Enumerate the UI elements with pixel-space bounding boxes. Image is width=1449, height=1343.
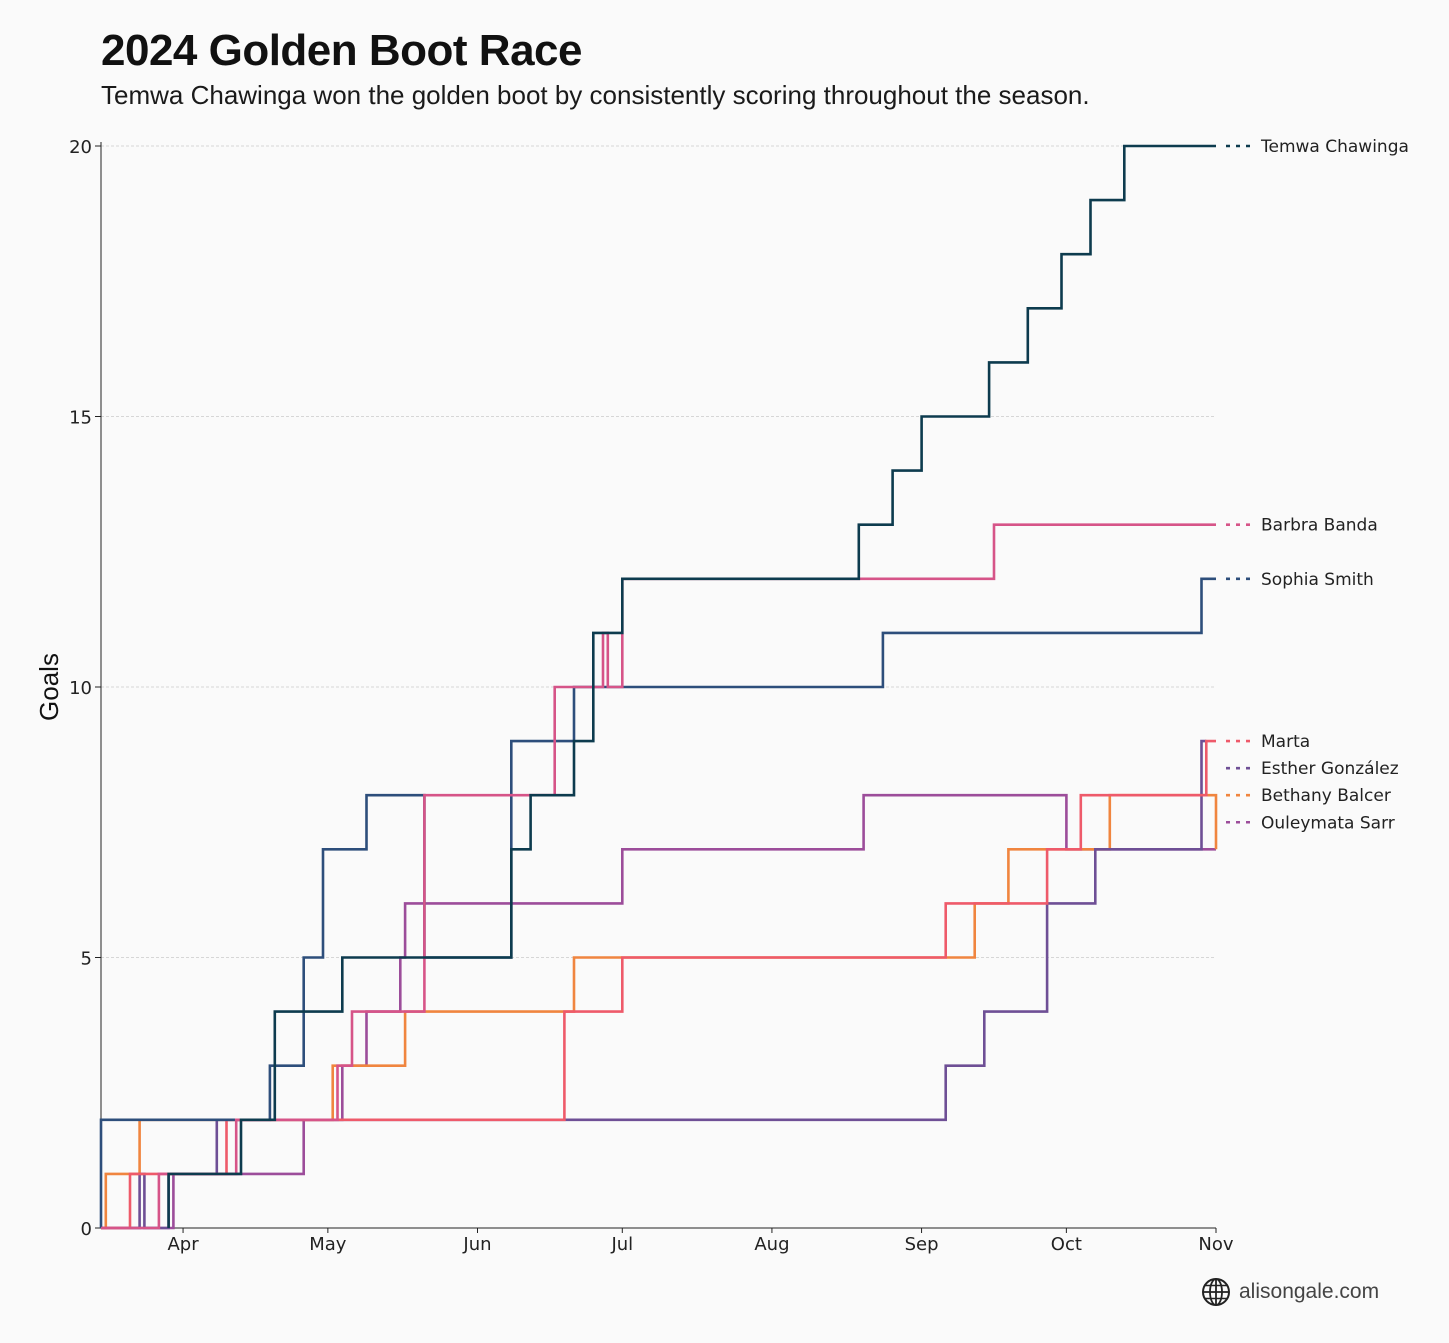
legend-label: Bethany Balcer	[1261, 786, 1391, 806]
chart-subtitle: Temwa Chawinga won the golden boot by co…	[101, 80, 1090, 110]
end-labels: Temwa Chawinga Barbra Banda Sophia Smith Ma…	[1226, 137, 1409, 833]
legend-label: Sophia Smith	[1261, 570, 1374, 590]
series-line	[101, 739, 1216, 1230]
x-tick-label: Jul	[610, 1234, 633, 1255]
series-line	[101, 793, 1218, 1230]
series-line	[101, 739, 1207, 1230]
credit-text: alisongale.com	[1239, 1280, 1380, 1303]
x-tick-label: May	[309, 1234, 347, 1255]
globe-icon	[1202, 1278, 1230, 1306]
credit[interactable]: alisongale.com	[1201, 1277, 1379, 1307]
y-tick-label: 10	[69, 678, 92, 699]
series-line	[101, 793, 1216, 1230]
legend-label: Esther González	[1261, 759, 1399, 779]
series-line	[99, 577, 1216, 1228]
y-tick-label: 15	[69, 408, 92, 429]
x-tick-label: Apr	[167, 1234, 199, 1255]
legend-label: Temwa Chawinga	[1260, 137, 1409, 157]
legend-label: Ouleymata Sarr	[1261, 813, 1395, 833]
y-tick-label: 0	[81, 1219, 92, 1240]
x-tick-label: Nov	[1198, 1234, 1233, 1255]
chart-title: 2024 Golden Boot Race	[101, 26, 582, 75]
y-axis-label: Goals	[34, 653, 64, 721]
gridlines	[101, 145, 1216, 958]
y-tick-label: 5	[81, 949, 92, 970]
x-tick-label: Jun	[462, 1234, 491, 1255]
y-tick-label: 20	[69, 137, 92, 158]
series-lines	[99, 144, 1218, 1230]
x-tick-label: Sep	[905, 1234, 939, 1255]
series-line	[167, 144, 1216, 1228]
series-line	[101, 523, 1216, 1230]
legend-label: Marta	[1261, 732, 1310, 752]
axes: 0 5 10 15 20 Apr May Jun Jul Aug Sep Oct Nov Goals	[34, 137, 1234, 1255]
x-tick-label: Aug	[754, 1234, 789, 1255]
legend-label: Barbra Banda	[1261, 516, 1378, 536]
x-tick-label: Oct	[1051, 1234, 1082, 1255]
